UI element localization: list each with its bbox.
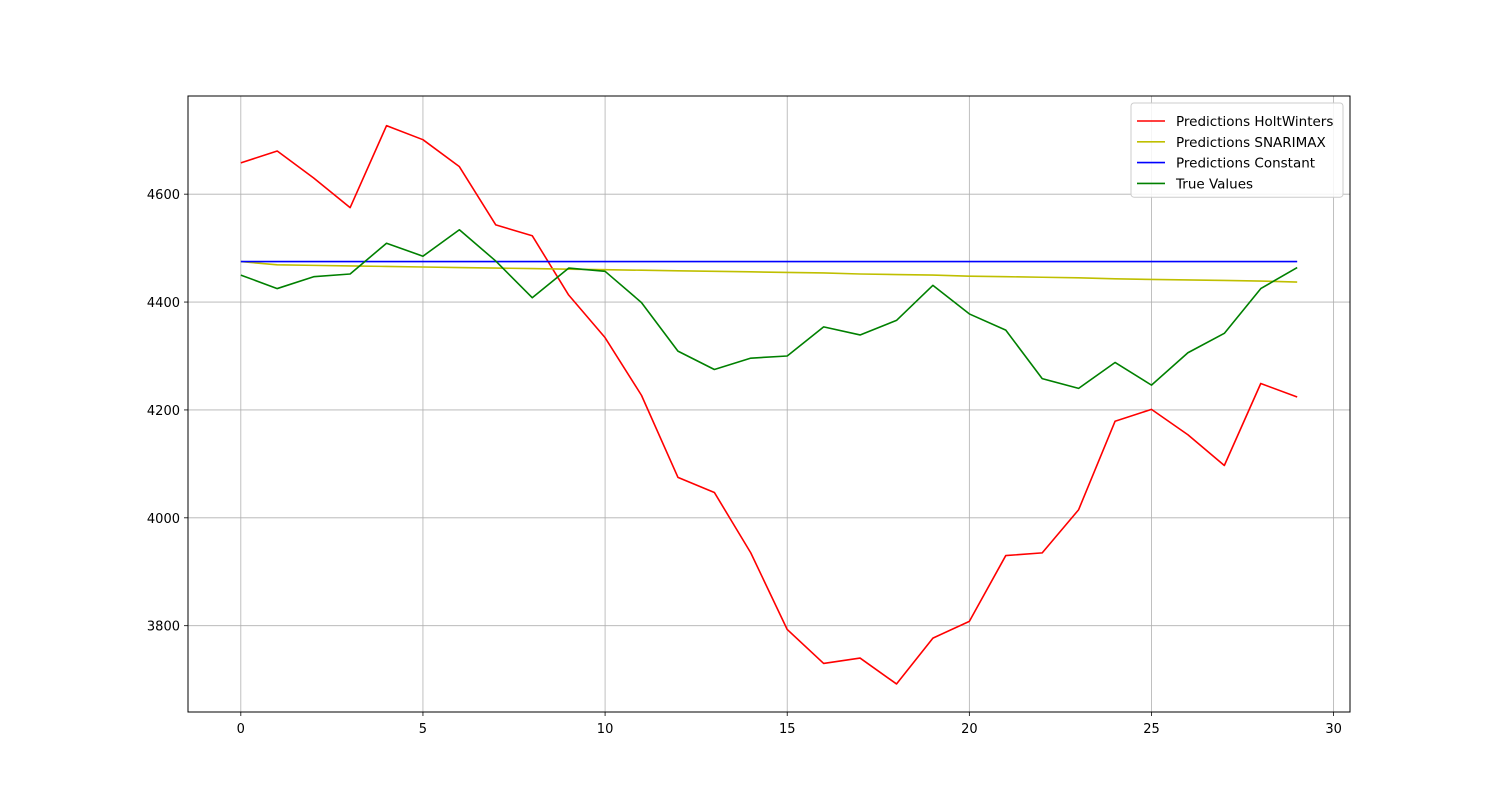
legend: Predictions HoltWinters Predictions SNARI…	[1130, 102, 1344, 198]
series-line-true-values	[240, 228, 1298, 390]
y-tick-label: 4400	[147, 296, 180, 311]
series-line-predictions-holtwinters	[240, 124, 1298, 685]
legend-box	[1130, 102, 1344, 198]
y-tick-label: 4600	[147, 188, 180, 203]
legend-label: Predictions SNARIMAX	[1176, 135, 1326, 151]
legend-label: True Values	[1175, 176, 1253, 192]
x-tick-label: 5	[419, 722, 427, 737]
series-line-predictions-snarimax	[240, 260, 1298, 283]
y-tick-label: 4200	[147, 404, 180, 419]
x-tick-label: 0	[237, 722, 245, 737]
x-tick-label: 30	[1325, 722, 1342, 737]
x-tick-label: 10	[597, 722, 614, 737]
x-tick-label: 25	[1143, 722, 1160, 737]
legend-label: Predictions Constant	[1176, 156, 1315, 172]
x-tick-label: 15	[779, 722, 796, 737]
legend-label: Predictions HoltWinters	[1176, 114, 1333, 130]
plot-frame	[187, 95, 1351, 713]
grid-lines	[188, 96, 1350, 712]
x-axis: 0 5 10 15 20 25 30	[237, 712, 1342, 737]
y-axis: 3800 4000 4200 4400 4600	[147, 188, 188, 635]
y-tick-label: 3800	[147, 620, 180, 635]
series-lines	[240, 124, 1298, 685]
x-tick-label: 20	[961, 722, 978, 737]
y-tick-label: 4000	[147, 512, 180, 527]
